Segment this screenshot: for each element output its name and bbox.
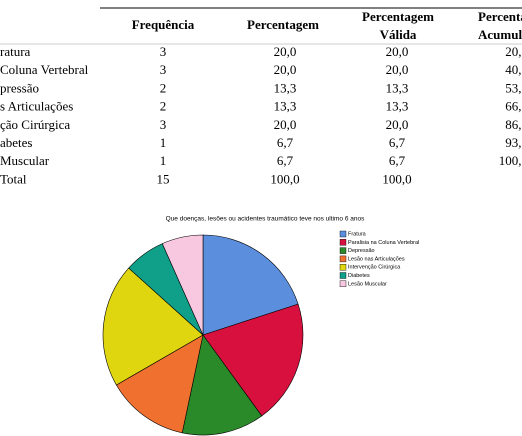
cell: 2 [160, 99, 167, 114]
column-header: PercentagemAcumulada [478, 9, 522, 42]
cell: 100,0 [270, 171, 299, 186]
legend-swatch [339, 272, 347, 279]
cell: 6,7 [277, 135, 294, 150]
cell: 13,3 [386, 80, 409, 95]
legend-label: Diabetes [348, 273, 370, 279]
legend-swatch [339, 247, 347, 254]
cell: 86,7 [505, 117, 522, 132]
cell: 3 [160, 44, 167, 59]
row-label: ratura [0, 44, 31, 59]
cell: 20,0 [274, 44, 297, 59]
column-header: Frequência [132, 17, 195, 32]
legend-swatch [339, 280, 347, 287]
row-label: abetes [0, 135, 32, 150]
pie-chart: Que doenças, lesões ou acidentes traumát… [102, 216, 419, 436]
cell: 6,7 [389, 135, 406, 150]
legend-swatch [339, 230, 347, 238]
cell: 13,3 [386, 99, 409, 114]
cell: 40,0 [505, 62, 522, 77]
legend-label: Fratura [348, 231, 367, 237]
legend-swatch [339, 239, 347, 246]
cell: 13,3 [274, 80, 297, 95]
legend-label: Lesão nas Articulações [348, 256, 405, 262]
cell: 3 [160, 117, 167, 132]
column-header: Percentagem [247, 17, 319, 32]
chart-title: Que doenças, lesões ou acidentes traumát… [166, 216, 365, 223]
cell: 1 [160, 153, 167, 168]
row-label: Coluna Vertebral [0, 62, 89, 77]
row-label: pressão [0, 80, 39, 95]
pie-slice [115, 334, 204, 434]
cell: 93,3 [505, 135, 522, 150]
row-label: Muscular [0, 153, 50, 168]
row-label: Total [0, 171, 27, 186]
pie-slice [181, 334, 263, 436]
cell: 66,7 [505, 99, 522, 114]
cell: 2 [160, 80, 167, 95]
pie-slice [161, 234, 204, 336]
row-label: s Articulações [0, 99, 73, 114]
cell: 13,3 [274, 99, 297, 114]
cell: 20,0 [386, 117, 409, 132]
cell: 20,0 [274, 62, 297, 77]
cell: 6,7 [389, 153, 406, 168]
column-header: Percentagem Válida [362, 9, 434, 42]
cell: 100,0 [382, 171, 411, 186]
legend-label: Intervenção Cirúrgica [348, 265, 401, 271]
pie-slice [202, 303, 304, 417]
legend-label: Paralisia na Coluna Vertebral [348, 240, 419, 246]
row-label: ção Cirúrgica [0, 117, 70, 132]
cell: 20,0 [386, 62, 409, 77]
cell: 1 [160, 135, 167, 150]
legend-swatch [339, 264, 347, 271]
legend-swatch [339, 255, 347, 263]
pie-slice [202, 234, 299, 336]
table: Frequência Percentagem Percentagem Válida Pe… [0, 9, 522, 186]
cell: 15 [157, 171, 170, 186]
cell: 20,0 [274, 117, 297, 132]
cell: 20,0 [386, 44, 409, 59]
cell: 100,0 [499, 153, 522, 168]
cell: 20,0 [505, 44, 522, 59]
legend-label: Depressão [348, 248, 375, 254]
legend-label: Lesão Muscular [348, 281, 387, 287]
cell: 6,7 [277, 153, 294, 168]
cell: 53,3 [505, 80, 522, 95]
pie-slice [102, 267, 204, 386]
cell: 3 [160, 62, 167, 77]
